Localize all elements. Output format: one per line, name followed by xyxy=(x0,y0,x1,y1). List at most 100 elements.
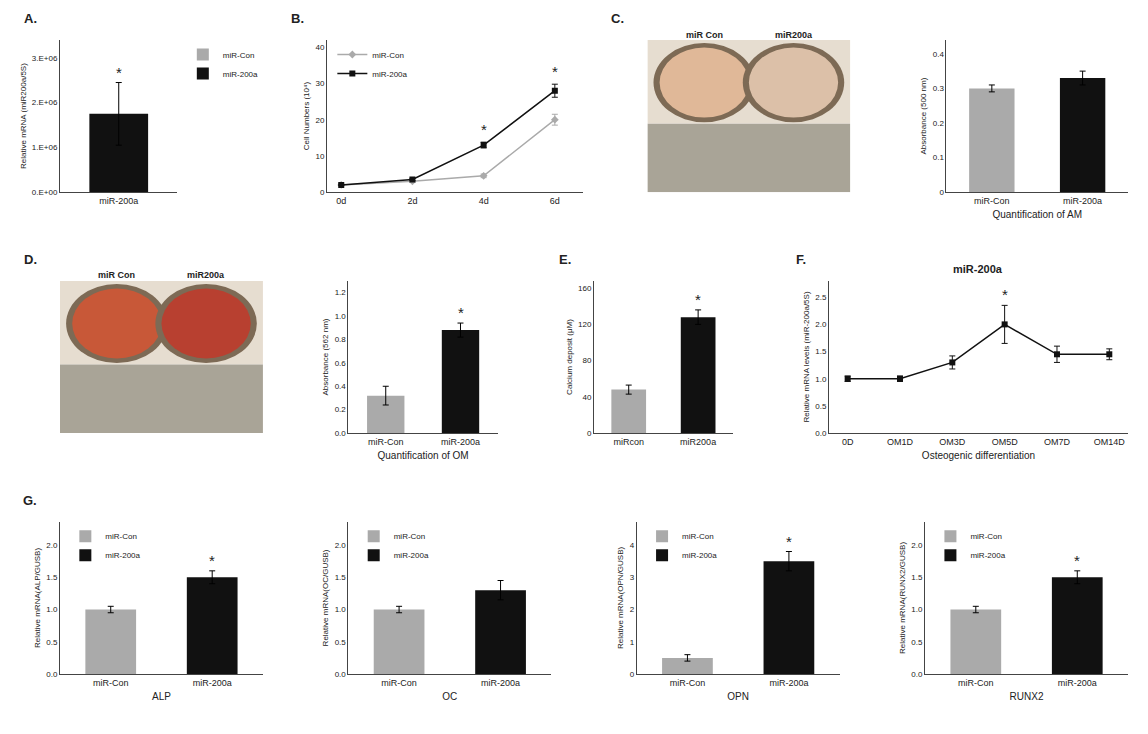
svg-text:Absorbance (562 nm): Absorbance (562 nm) xyxy=(321,318,330,395)
svg-text:2.0: 2.0 xyxy=(46,541,58,550)
svg-text:1.0: 1.0 xyxy=(335,312,347,321)
svg-text:Relative mRNA(OC/GUSB): Relative mRNA(OC/GUSB) xyxy=(321,549,330,646)
svg-text:0.2: 0.2 xyxy=(335,405,347,414)
svg-text:miR Con: miR Con xyxy=(98,270,135,280)
svg-text:OM3D: OM3D xyxy=(939,437,966,447)
svg-text:miR-200a: miR-200a xyxy=(970,551,1005,560)
svg-text:30: 30 xyxy=(315,79,324,88)
svg-text:0.5: 0.5 xyxy=(815,402,827,411)
svg-text:0.5: 0.5 xyxy=(911,638,923,647)
svg-text:0.0: 0.0 xyxy=(815,429,827,438)
svg-text:F.: F. xyxy=(796,252,806,267)
svg-text:D.: D. xyxy=(24,252,37,267)
svg-text:0.0: 0.0 xyxy=(335,670,347,679)
svg-text:miR-Con: miR-Con xyxy=(223,51,255,60)
svg-text:2d: 2d xyxy=(407,196,417,206)
svg-text:10: 10 xyxy=(315,152,324,161)
svg-text:miR Con: miR Con xyxy=(686,30,723,40)
svg-text:0.5: 0.5 xyxy=(46,638,58,647)
svg-text:miR-Con: miR-Con xyxy=(93,678,129,688)
svg-text:*: * xyxy=(695,291,701,308)
svg-text:OPN: OPN xyxy=(727,691,749,702)
svg-text:40: 40 xyxy=(582,393,591,402)
svg-text:1.2: 1.2 xyxy=(335,288,347,297)
svg-text:OC: OC xyxy=(442,691,457,702)
svg-text:miR-Con: miR-Con xyxy=(381,678,417,688)
svg-text:A.: A. xyxy=(24,11,37,26)
svg-text:*: * xyxy=(786,533,792,550)
svg-text:miR-Con: miR-Con xyxy=(958,678,994,688)
svg-text:1.5: 1.5 xyxy=(815,347,827,356)
svg-text:0D: 0D xyxy=(842,437,854,447)
svg-text:1.0: 1.0 xyxy=(46,605,58,614)
svg-text:1.E+06: 1.E+06 xyxy=(32,143,58,152)
svg-text:miR-200a: miR-200a xyxy=(394,551,429,560)
svg-text:0.1: 0.1 xyxy=(933,153,945,162)
svg-text:Relative mRNA(ALP/GUSB): Relative mRNA(ALP/GUSB) xyxy=(33,548,42,648)
svg-text:1.5: 1.5 xyxy=(335,573,347,582)
svg-text:20: 20 xyxy=(315,116,324,125)
svg-text:1.0: 1.0 xyxy=(911,605,923,614)
svg-text:0: 0 xyxy=(320,188,325,197)
svg-text:miR200a: miR200a xyxy=(187,270,225,280)
svg-text:OM7D: OM7D xyxy=(1044,437,1071,447)
svg-text:0.3: 0.3 xyxy=(933,84,945,93)
svg-text:1: 1 xyxy=(630,638,635,647)
svg-text:0.8: 0.8 xyxy=(335,335,347,344)
svg-text:1.0: 1.0 xyxy=(815,375,827,384)
svg-text:Relative mRNA(OPN/GUSB): Relative mRNA(OPN/GUSB) xyxy=(616,546,625,649)
svg-text:miR200a: miR200a xyxy=(775,30,813,40)
svg-text:miR200a: miR200a xyxy=(680,437,716,447)
svg-text:80: 80 xyxy=(582,356,591,365)
svg-text:0.0: 0.0 xyxy=(911,670,923,679)
svg-text:OM1D: OM1D xyxy=(887,437,914,447)
svg-text:6d: 6d xyxy=(550,196,560,206)
svg-text:Relative mRNA(RUNX2/GUSB): Relative mRNA(RUNX2/GUSB) xyxy=(898,542,907,654)
svg-text:miR-Con: miR-Con xyxy=(394,532,426,541)
svg-text:40: 40 xyxy=(315,43,324,52)
svg-text:2.0: 2.0 xyxy=(335,541,347,550)
svg-text:*: * xyxy=(116,64,122,81)
svg-text:*: * xyxy=(1002,286,1008,303)
svg-text:B.: B. xyxy=(291,11,304,26)
svg-text:miR-200a: miR-200a xyxy=(1063,196,1102,206)
svg-text:0.5: 0.5 xyxy=(335,638,347,647)
svg-text:miR-Con: miR-Con xyxy=(682,532,714,541)
svg-text:0.E+00: 0.E+00 xyxy=(32,188,58,197)
svg-text:C.: C. xyxy=(611,11,624,26)
svg-text:120: 120 xyxy=(578,320,592,329)
svg-text:0.2: 0.2 xyxy=(933,119,945,128)
svg-text:miR-200a: miR-200a xyxy=(105,551,140,560)
svg-text:3.E+06: 3.E+06 xyxy=(32,54,58,63)
svg-text:miR-200a: miR-200a xyxy=(953,263,1003,275)
svg-text:0: 0 xyxy=(939,188,944,197)
svg-text:4: 4 xyxy=(630,541,635,550)
svg-text:Osteogenic differentiation: Osteogenic differentiation xyxy=(922,450,1035,461)
svg-text:Relative mRNA levels (miR-200a: Relative mRNA levels (miR-200a/5S) xyxy=(802,291,811,422)
svg-text:Quantification of AM: Quantification of AM xyxy=(992,209,1082,220)
svg-text:miR-Con: miR-Con xyxy=(974,196,1010,206)
svg-text:Cell Numbers (10⁴): Cell Numbers (10⁴) xyxy=(302,82,311,151)
svg-text:G.: G. xyxy=(23,493,37,508)
svg-text:*: * xyxy=(481,121,487,138)
svg-text:1.5: 1.5 xyxy=(911,573,923,582)
svg-text:4d: 4d xyxy=(479,196,489,206)
svg-text:0.0: 0.0 xyxy=(46,670,58,679)
svg-text:Calcium deposit (μM): Calcium deposit (μM) xyxy=(565,319,574,395)
svg-text:160: 160 xyxy=(578,284,592,293)
svg-text:1.5: 1.5 xyxy=(46,573,58,582)
svg-text:0d: 0d xyxy=(336,196,346,206)
svg-text:miR-200a: miR-200a xyxy=(193,678,232,688)
svg-text:2.5: 2.5 xyxy=(815,293,827,302)
svg-text:2.0: 2.0 xyxy=(815,320,827,329)
svg-text:miR-200a: miR-200a xyxy=(99,196,138,206)
svg-text:0.0: 0.0 xyxy=(335,429,347,438)
svg-text:miR-Con: miR-Con xyxy=(105,532,137,541)
svg-text:0.4: 0.4 xyxy=(933,50,945,59)
svg-text:miRcon: miRcon xyxy=(613,437,644,447)
svg-text:miR-200a: miR-200a xyxy=(481,678,520,688)
svg-text:miR-200a: miR-200a xyxy=(372,70,407,79)
svg-text:0: 0 xyxy=(630,670,635,679)
svg-text:0.4: 0.4 xyxy=(335,382,347,391)
svg-text:2.E+06: 2.E+06 xyxy=(32,98,58,107)
